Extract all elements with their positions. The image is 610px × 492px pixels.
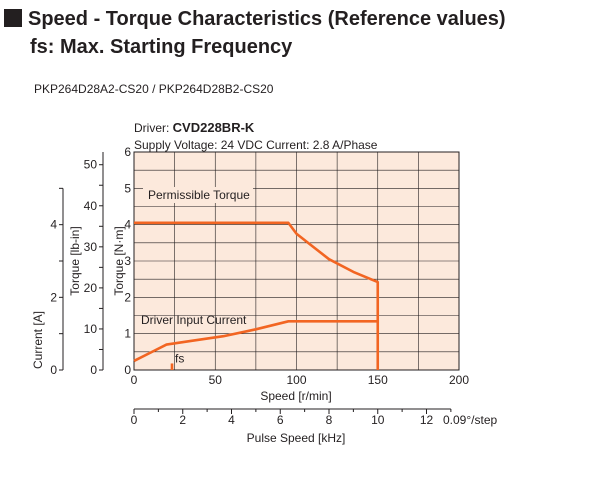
x2-tick-label: 10 (371, 413, 385, 427)
driver-label: Driver: (134, 121, 173, 135)
square-bullet-icon (4, 9, 22, 27)
y-tick-label-lbin: 50 (84, 158, 98, 172)
y-tick-label-nm: 6 (124, 145, 131, 159)
y-tick-label-lbin: 0 (90, 363, 97, 377)
y-tick-label-nm: 3 (124, 254, 131, 268)
annotation-fs: fs (175, 351, 184, 365)
y-tick-label-current: 2 (50, 290, 57, 304)
x2-tick-label: 8 (326, 413, 333, 427)
page-subtitle: fs: Max. Starting Frequency (30, 36, 293, 58)
y-axis-label-lbin: Torque [lb-in] (68, 226, 82, 295)
series-group (133, 221, 380, 370)
x2-axis-note: 0.09°/step (443, 413, 497, 427)
y-tick-label-nm: 2 (124, 290, 131, 304)
x-tick-label: 150 (368, 373, 388, 387)
y-axis-label-current: Current [A] (31, 311, 45, 369)
x-axis-label: Speed [r/min] (260, 389, 331, 403)
x2-tick-label: 4 (228, 413, 235, 427)
y-tick-label-nm: 4 (124, 218, 131, 232)
y-tick-label-current: 0 (50, 363, 57, 377)
x2-tick-label: 2 (179, 413, 186, 427)
title-line-1: Speed - Torque Characteristics (Referenc… (28, 8, 506, 30)
x2-tick-label: 12 (420, 413, 434, 427)
y-axis-label-nm: Torque [N·m] (112, 226, 126, 295)
y-tick-label-lbin: 30 (84, 240, 98, 254)
y-tick-label-current: 4 (50, 218, 57, 232)
series-label-driver-input-current: Driver Input Current (141, 313, 247, 327)
y-tick-label-lbin: 20 (84, 281, 98, 295)
x-tick-label: 0 (131, 373, 138, 387)
y-tick-label-nm: 0 (124, 363, 131, 377)
model-number: PKP264D28A2-CS20 / PKP264D28B2-CS20 (34, 82, 274, 96)
driver-model: CVD228BR-K (173, 120, 255, 135)
series-line-driver-input-current (133, 320, 378, 363)
torque-label-bg (143, 187, 253, 203)
x-tick-label: 50 (209, 373, 223, 387)
driver-line: Driver: CVD228BR-K (134, 120, 255, 135)
y-tick-label-nm: 5 (124, 181, 131, 195)
x-tick-label: 200 (449, 373, 469, 387)
series-line-permissible-torque (134, 221, 380, 370)
x2-tick-label: 0 (131, 413, 138, 427)
series-label-permissible-torque: Permissible Torque (148, 188, 250, 202)
supply-voltage-text: Supply Voltage: 24 VDC Current: 2.8 A/Ph… (134, 138, 378, 152)
y-tick-label-lbin: 10 (84, 322, 98, 336)
page-title: Speed - Torque Characteristics (Referenc… (4, 8, 506, 30)
x-tick-label: 100 (286, 373, 306, 387)
x2-axis-label: Pulse Speed [kHz] (247, 431, 346, 445)
y-tick-label-lbin: 40 (84, 199, 98, 213)
y-tick-label-nm: 1 (124, 327, 131, 341)
x2-tick-label: 6 (277, 413, 284, 427)
